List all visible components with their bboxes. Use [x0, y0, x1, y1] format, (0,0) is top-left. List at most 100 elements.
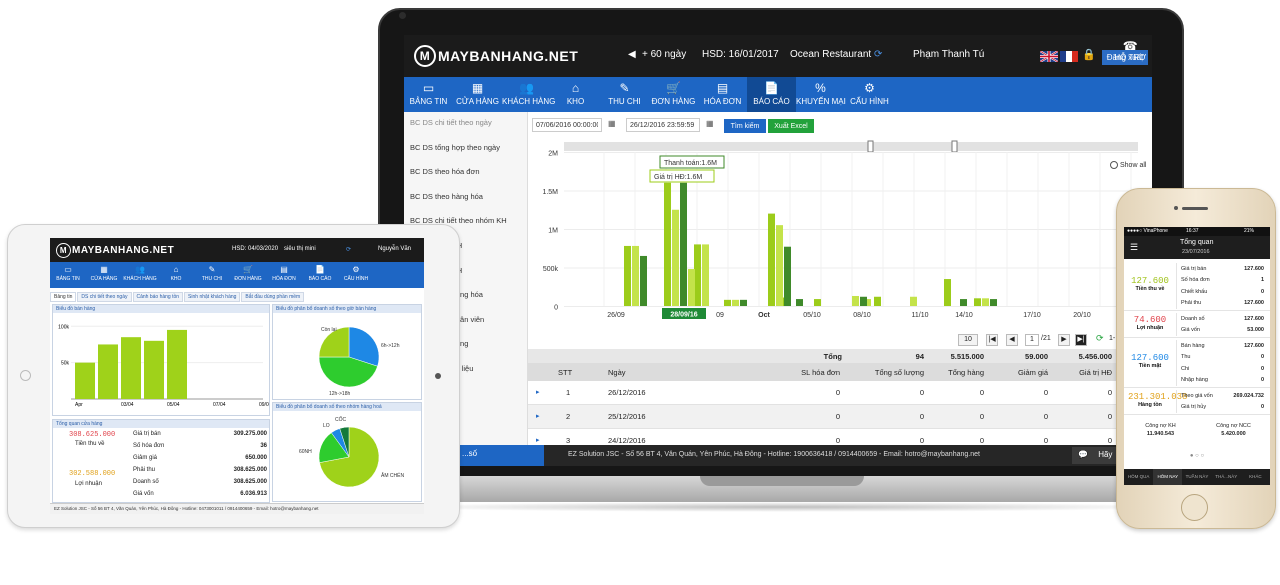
tablet-nav-item[interactable]: 📄 BÁO CÁO	[302, 262, 338, 288]
total-cell: 59.000	[1025, 351, 1048, 361]
tablet-logo[interactable]: M MAYBANHANG.NET	[56, 243, 174, 258]
app-logo[interactable]: M MAYBANHANG.NET	[414, 45, 578, 67]
row-value: 127.600	[1244, 342, 1264, 349]
reload-icon[interactable]: ⟳	[1096, 333, 1104, 343]
x-tick-label: 07/04	[213, 402, 226, 408]
column-header[interactable]: Tổng số lượng	[874, 367, 924, 377]
nav-promo[interactable]: % KHUYẾN MẠI	[796, 77, 846, 112]
nav-customers[interactable]: 👥 KHÁCH HÀNG	[502, 77, 555, 112]
table-row[interactable]: ▸225/12/2016000000	[528, 405, 1152, 429]
logo-text: MAYBANHANG.NET	[72, 245, 175, 256]
table-cell: 0	[1043, 388, 1048, 397]
sidebar-item[interactable]: BC DS chi tiết theo nhóm KH	[410, 216, 507, 226]
nav-invoice[interactable]: ▤ HÓA ĐƠN	[698, 77, 747, 112]
chart-bar	[944, 279, 951, 306]
phone-screen: ●●●●○ VinaPhone 16:37 21% ☰ Tổng quan 23…	[1124, 227, 1270, 485]
tablet-nav-item[interactable]: ▤ HÓA ĐƠN	[266, 262, 302, 288]
phone-tab[interactable]: HÔM NAY	[1153, 469, 1183, 485]
store-name[interactable]: Ocean Restaurant	[790, 49, 872, 60]
column-header[interactable]: Tổng hàng	[948, 367, 984, 377]
nav-cash[interactable]: ✎ THU CHI	[600, 77, 649, 112]
tablet-nav-item[interactable]: ⌂ KHO	[158, 262, 194, 288]
expand-row-icon[interactable]: ▸	[536, 389, 540, 396]
nav-warehouse[interactable]: ⌂ KHO	[551, 77, 600, 112]
nav-report[interactable]: 📄 BÁO CÁO	[747, 77, 796, 112]
column-header[interactable]: Ngày	[608, 367, 626, 377]
sales-chart-svg: 50k 100k Apr 03/04 05/04 07/04 09/04	[58, 324, 272, 408]
summary-label: Số hóa đơn	[133, 443, 165, 449]
chart-bar	[144, 340, 164, 399]
x-tick-label: 08/10	[853, 312, 871, 319]
page-size-select[interactable]: 10	[958, 334, 978, 346]
tablet-store[interactable]: siêu thị mini	[284, 246, 316, 252]
nav-label: THU CHI	[608, 97, 641, 106]
extend-days[interactable]: + 60 ngày	[642, 49, 687, 60]
pie-label: 6h->12h	[381, 343, 400, 349]
refresh-icon[interactable]: ⟳	[874, 49, 883, 60]
tablet-nav-item[interactable]: 🛒 ĐƠN HÀNG	[230, 262, 266, 288]
tablet-tab[interactable]: Bắt đầu dùng phần mềm	[241, 292, 305, 302]
nav-dashboard[interactable]: ▭ BẢNG TIN	[404, 77, 453, 112]
table-cell: 2	[566, 412, 571, 421]
row-label: Theo giá vốn	[1181, 392, 1213, 399]
page-number-input[interactable]: 1	[1025, 334, 1039, 346]
phone-tab[interactable]: HÔM QUA	[1127, 474, 1150, 479]
nav-cart[interactable]: 🛒 ĐƠN HÀNG	[649, 77, 698, 112]
tablet-user[interactable]: Nguyễn Văn	[378, 246, 412, 252]
tablet-nav-item[interactable]: ✎ THU CHI	[194, 262, 230, 288]
flag-uk-icon[interactable]	[1040, 51, 1058, 62]
nav-store[interactable]: ▦ CỬA HÀNG	[453, 77, 502, 112]
table-cell: 0	[835, 436, 840, 445]
page-range-label: 1-	[1109, 335, 1116, 342]
refresh-icon[interactable]: ⟳	[346, 247, 352, 253]
expand-row-icon[interactable]: ▸	[536, 437, 540, 444]
date-to-input[interactable]	[626, 118, 700, 132]
export-excel-button[interactable]: Xuất Excel	[768, 119, 814, 133]
user-name[interactable]: Phạm Thanh Tú	[913, 49, 985, 60]
row-value: 127.600	[1244, 315, 1264, 322]
phone-tab[interactable]: KHÁC	[1249, 474, 1262, 479]
tablet-nav-item[interactable]: ▦ CỬA HÀNG	[86, 262, 122, 288]
tablet-tab[interactable]: Sinh nhật khách hàng	[184, 292, 241, 302]
last-page-button[interactable]: ▶|	[1075, 334, 1087, 346]
tablet-tab[interactable]: Cảnh báo hàng tồn	[132, 292, 184, 302]
phone-status-bar: ●●●●○ VinaPhone 16:37 21%	[1124, 227, 1270, 236]
logout-button[interactable]: Đăng xuất	[1102, 50, 1148, 65]
sidebar-item[interactable]: BC DS chi tiết theo ngày	[410, 118, 492, 127]
search-button[interactable]: Tìm kiếm	[724, 119, 766, 133]
tablet-nav-item[interactable]: ▭ BẢNG TIN	[50, 262, 86, 288]
nav-settings[interactable]: ⚙ CẤU HÌNH	[845, 77, 894, 112]
sidebar-item[interactable]: BC DS tổng hợp theo ngày	[410, 142, 500, 152]
row-label: Chiết khấu	[1181, 288, 1208, 295]
tablet-tab[interactable]: DS chi tiết theo ngày	[77, 292, 132, 302]
nav-label: BẢNG TIN	[56, 276, 80, 282]
column-header[interactable]: Giá trị HĐ	[1079, 367, 1112, 377]
tablet-nav-item[interactable]: ⚙ CẤU HÌNH	[338, 262, 374, 288]
lock-icon[interactable]: 🔒	[1082, 49, 1096, 61]
show-all-link[interactable]: Show all	[1120, 162, 1147, 169]
flag-fr-icon[interactable]	[1060, 51, 1078, 62]
calendar-icon[interactable]: ▦	[706, 119, 714, 128]
phone-tab[interactable]: TUẦN NÀY	[1185, 474, 1209, 479]
nav-support[interactable]: ☎ HỖ TRỢ	[1114, 39, 1146, 62]
prev-page-button[interactable]: ◀	[1006, 334, 1018, 346]
first-page-button[interactable]: |◀	[986, 334, 998, 346]
table-row[interactable]: ▸126/12/2016000000	[528, 381, 1152, 405]
y-tick-label: 500k	[543, 266, 559, 273]
next-page-button[interactable]: ▶	[1058, 334, 1070, 346]
tablet-nav-item[interactable]: 👥 KHÁCH HÀNG	[122, 262, 158, 288]
phone-tab[interactable]: THÁ...NÀY	[1215, 474, 1238, 479]
expand-row-icon[interactable]: ▸	[536, 413, 540, 420]
clock: 16:37	[1186, 228, 1199, 234]
column-header[interactable]: Giảm giá	[1017, 367, 1048, 377]
section-headline: 127.600 Tiền thu về	[1128, 276, 1172, 292]
tablet-tab[interactable]: Bảng tin	[50, 292, 77, 302]
date-from-input[interactable]	[532, 118, 602, 132]
column-header[interactable]: SL hóa đơn	[801, 367, 840, 377]
menu-icon[interactable]: ☰	[1130, 242, 1139, 252]
calendar-icon[interactable]: ▦	[608, 119, 616, 128]
sidebar-item[interactable]: BC DS theo hóa đơn	[410, 167, 480, 177]
sidebar-item[interactable]: BC DS theo hàng hóa	[410, 191, 483, 201]
x-tick-label: 28/09/16	[670, 312, 697, 319]
column-header[interactable]: STT	[558, 367, 573, 377]
